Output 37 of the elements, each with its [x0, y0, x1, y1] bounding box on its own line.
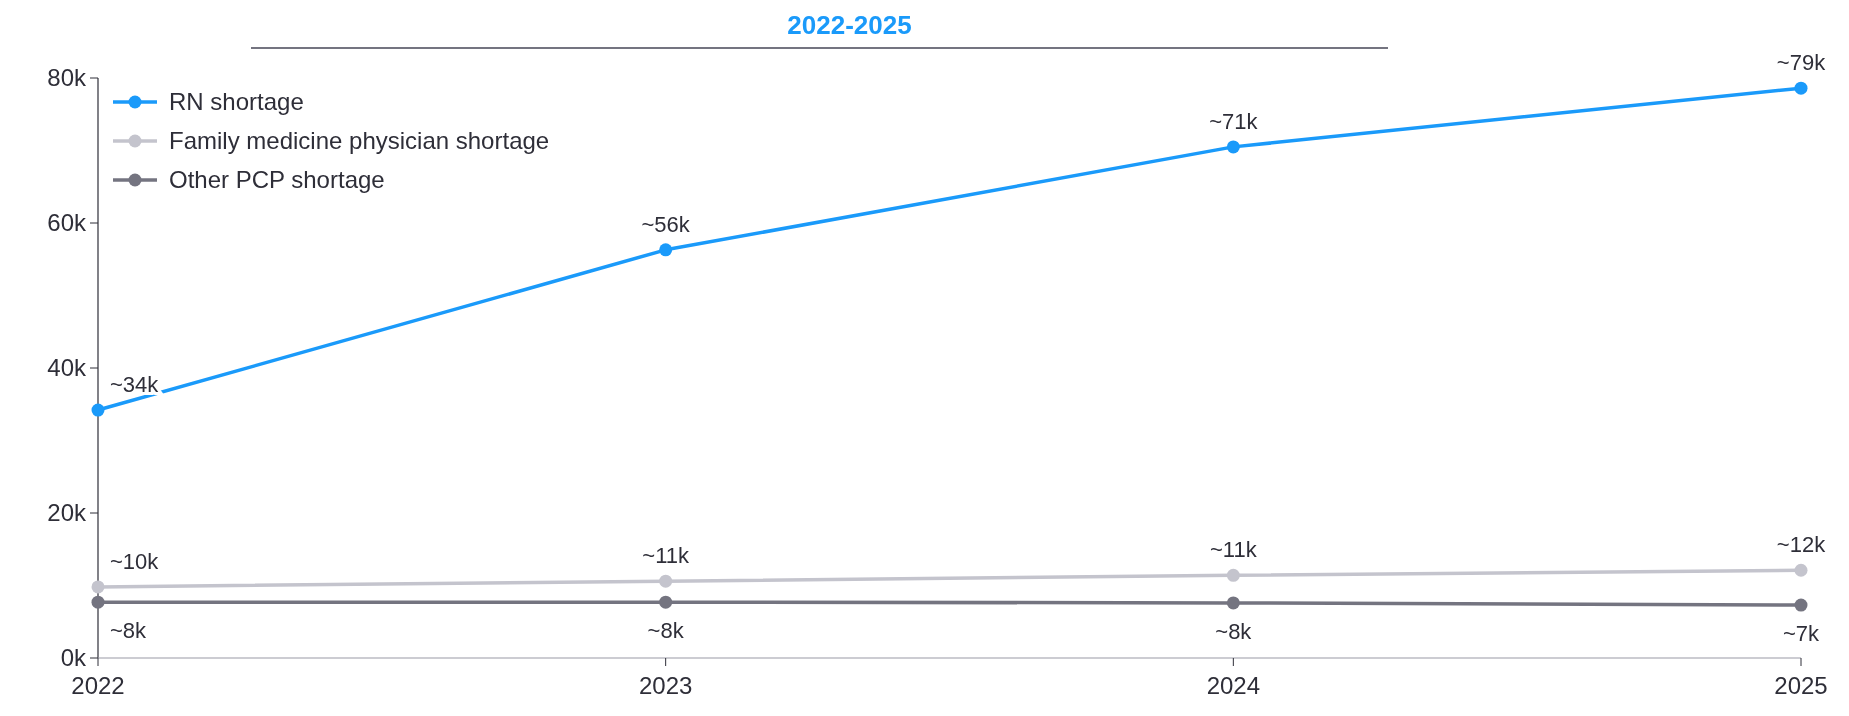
point	[659, 243, 673, 257]
point	[1794, 81, 1808, 95]
point	[1794, 563, 1808, 577]
point	[659, 595, 673, 609]
data-label: ~11k	[642, 543, 691, 569]
x-tick-label: 2023	[638, 672, 693, 699]
point	[1794, 598, 1808, 612]
point	[91, 595, 105, 609]
point	[1226, 568, 1240, 582]
data-label: ~79k	[1776, 50, 1827, 76]
y-tick-label: 20k	[47, 499, 87, 527]
point	[91, 580, 105, 594]
x-tick-label: 2025	[1774, 672, 1828, 699]
data-label: ~8k	[647, 618, 685, 644]
data-label: ~71k	[1209, 108, 1259, 134]
x-tick-label: 2024	[1206, 672, 1261, 699]
legend-label: Other PCP shortage	[169, 166, 385, 194]
point	[91, 403, 105, 417]
y-tick-label: 40k	[47, 354, 87, 382]
data-label: ~7k	[1782, 621, 1821, 647]
point	[1226, 596, 1240, 610]
y-tick-label: 80k	[47, 64, 87, 92]
data-label: ~11k	[1209, 537, 1258, 563]
x-tick-label: 2022	[71, 672, 125, 699]
chart-title: 2022-2025	[787, 10, 912, 40]
data-label: ~56k	[641, 211, 691, 237]
legend-label: RN shortage	[169, 88, 304, 116]
data-label: ~8k	[1215, 618, 1253, 644]
y-tick-label: 60k	[47, 209, 87, 237]
data-label: ~34k	[110, 372, 160, 398]
legend-label: Family medicine physician shortage	[169, 127, 550, 155]
y-tick-label: 0k	[60, 644, 87, 672]
data-label: ~8k	[110, 618, 148, 644]
data-label: ~12k	[1776, 532, 1827, 558]
data-label: ~10k	[110, 548, 160, 574]
point	[659, 574, 673, 588]
point	[1226, 140, 1240, 154]
